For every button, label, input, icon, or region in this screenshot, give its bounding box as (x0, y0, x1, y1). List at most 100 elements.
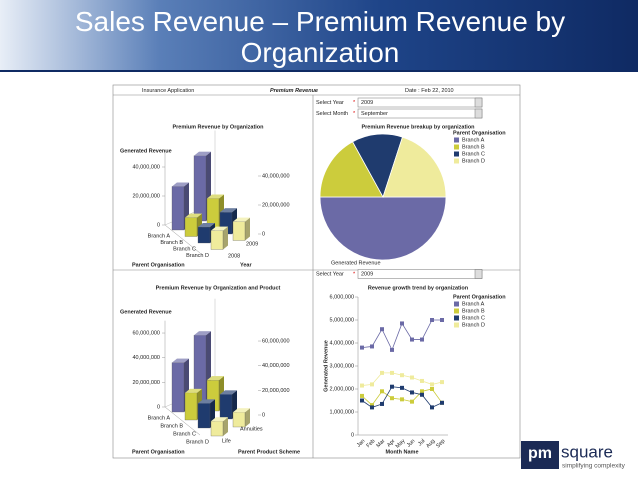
report-date: Date : Feb 22, 2010 (405, 88, 454, 94)
y-tick-label: 4,000,000 (330, 340, 354, 346)
logo-name: square (561, 442, 613, 461)
point (380, 370, 384, 375)
y-axis-title: Generated Revenue (323, 340, 329, 392)
point (420, 389, 424, 394)
bar-side (223, 226, 228, 250)
required-marker: * (353, 100, 356, 106)
y-tick-label: 0 (262, 231, 265, 237)
x-tick-label: Apr (386, 438, 396, 448)
dropdown[interactable] (357, 269, 483, 279)
bar (184, 392, 198, 421)
bar-shade (245, 408, 250, 427)
pie-label: Generated Revenue (331, 260, 381, 266)
category-label: Branch D (186, 253, 209, 259)
y-tick-label: 0 (157, 404, 160, 410)
logo-mark: pm (528, 445, 552, 462)
point (400, 397, 404, 402)
bar-top (207, 376, 224, 381)
y-tick-label: 20,000,000 (262, 202, 290, 208)
point (390, 370, 394, 375)
bar (184, 217, 198, 237)
bar-top (211, 417, 228, 422)
point (370, 403, 374, 408)
point (400, 321, 404, 326)
legend-swatch (454, 308, 459, 314)
bar-side (223, 417, 228, 436)
y-tick-label: 60,000,000 (132, 330, 160, 336)
x-tick-label: Jun (406, 438, 417, 449)
point (370, 382, 374, 387)
bar-top (172, 182, 189, 187)
y-tick-label: 20,000,000 (132, 380, 160, 386)
bar-top (185, 213, 202, 218)
bar-top (220, 390, 237, 395)
bar-highlight (233, 217, 250, 222)
pie-slice (382, 136, 447, 198)
legend-label: Branch A (462, 301, 485, 307)
dropdown-arrow (474, 108, 483, 119)
dropdown-value: September (361, 111, 388, 117)
bar-shade (245, 217, 250, 241)
bar-highlight (194, 151, 211, 156)
bar-highlight (233, 408, 250, 413)
category-label: Branch C (173, 246, 196, 252)
point (360, 398, 364, 403)
legend-label: Branch D (462, 158, 485, 164)
point (370, 344, 374, 349)
bar (197, 226, 211, 244)
point (390, 347, 394, 352)
bar-highlight (220, 208, 237, 213)
point (390, 384, 394, 389)
z-axis-title: Parent Product Scheme (238, 449, 300, 455)
bar-top (233, 217, 250, 222)
bar-highlight (211, 417, 228, 422)
dropdown-arrow (474, 97, 483, 108)
y-tick-label: 60,000,000 (262, 338, 290, 344)
bar (210, 230, 224, 250)
bar-top (233, 408, 250, 413)
legend-label: Branch C (462, 315, 485, 321)
dropdown-value: 2009 (361, 271, 373, 277)
category-label: Branch A (148, 233, 171, 239)
series-label: Annuities (240, 426, 263, 432)
point (430, 318, 434, 322)
legend-swatch (454, 151, 459, 157)
x-tick-label: Mar (375, 438, 386, 449)
dropdown-arrow (474, 269, 483, 279)
header-rule (0, 70, 638, 72)
bar-top (194, 151, 211, 156)
dropdown[interactable] (357, 97, 483, 108)
bar-side (245, 217, 250, 241)
series-label: Life (222, 438, 231, 444)
x-tick-label: Sep (435, 438, 446, 449)
x-tick-label: Feb (365, 438, 376, 449)
bar-top (207, 194, 224, 199)
bar-top (194, 331, 211, 336)
y-tick-label: 40,000,000 (132, 355, 160, 361)
control-label: Select Year (316, 100, 344, 106)
point (380, 327, 384, 332)
point (420, 392, 424, 397)
legend-swatch (454, 158, 459, 164)
bar (193, 155, 207, 222)
category-label: Branch B (160, 240, 183, 246)
slide-title: Sales Revenue – Premium Revenue by Organ… (74, 6, 566, 68)
bar-highlight (172, 358, 189, 363)
x-axis-title: Month Name (386, 449, 419, 455)
bar (210, 421, 224, 437)
bar-shade (223, 226, 228, 250)
x-axis-title: Parent Organisation (132, 262, 185, 268)
chart-title: Premium Revenue by Organization (172, 124, 264, 130)
x-axis-title: Parent Organisation (132, 449, 185, 455)
y-axis-title: Generated Revenue (120, 148, 172, 154)
chart-title: Premium Revenue breakup by organization (361, 124, 475, 130)
logo-box (521, 441, 559, 469)
floor-edge (164, 406, 201, 436)
bar-side (245, 408, 250, 427)
logo-tagline: simplifying complexity (562, 463, 626, 470)
x-tick-label: Jul (417, 438, 426, 447)
point (410, 375, 414, 380)
point (410, 399, 414, 404)
category-label: Branch D (186, 439, 209, 445)
